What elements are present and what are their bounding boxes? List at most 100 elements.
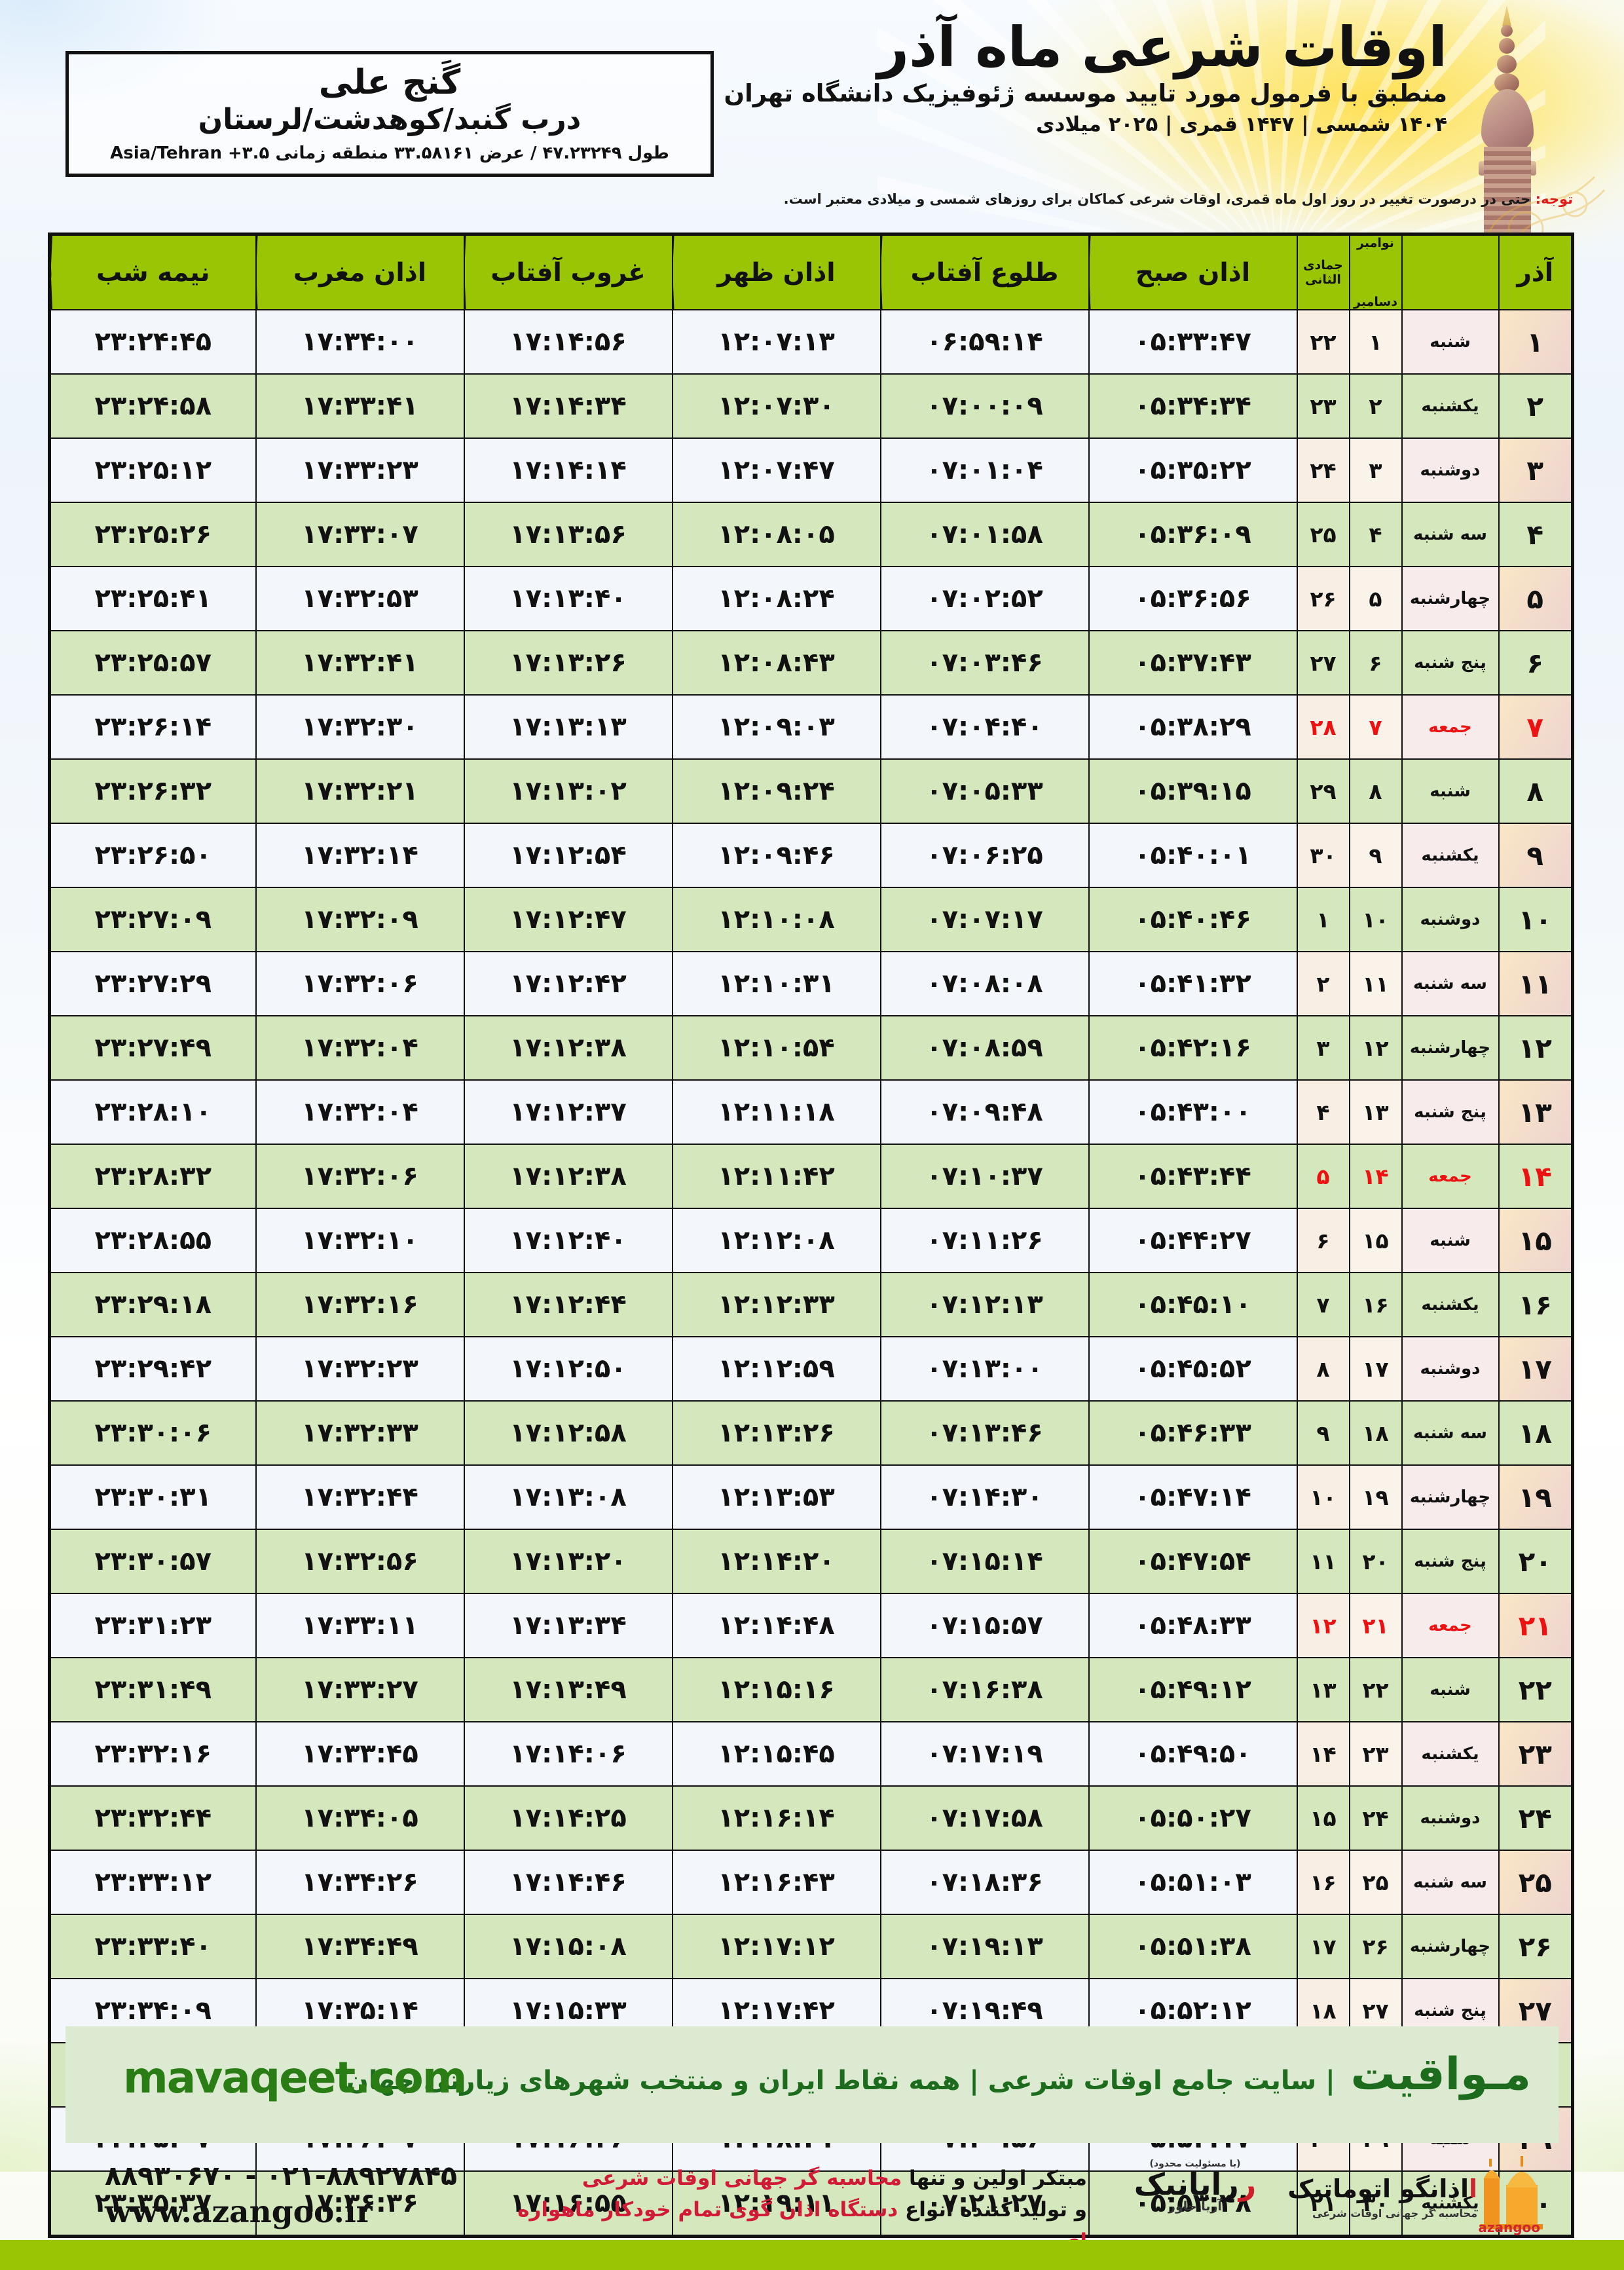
cell-fajr: ۰۵:۴۱:۳۲ bbox=[1088, 951, 1298, 1016]
cell-hijri-day: ۱۲ bbox=[1296, 1593, 1350, 1658]
cell-weekday: سه شنبه bbox=[1401, 1850, 1500, 1915]
cell-hijri-day: ۱۷ bbox=[1296, 1914, 1350, 1979]
table-head: آذر نوامبر دسامبر جمادی الثانی اذان صبح … bbox=[48, 233, 1574, 310]
cell-fajr: ۰۵:۴۴:۲۷ bbox=[1088, 1208, 1298, 1273]
cell-dhuhr: ۱۲:۱۱:۴۲ bbox=[671, 1144, 881, 1209]
table-row: ۱۸ سه شنبه ۱۸ ۹ ۰۵:۴۶:۳۳ ۰۷:۱۳:۴۶ ۱۲:۱۳:۲۶ ۱۷:۱… bbox=[48, 1400, 1574, 1466]
cell-weekday: شنبه bbox=[1401, 758, 1500, 824]
cell-midnight: ۲۳:۲۶:۵۰ bbox=[48, 823, 257, 888]
location-name: گَنج علی bbox=[318, 62, 461, 102]
cell-dhuhr: ۱۲:۱۵:۴۵ bbox=[671, 1721, 881, 1787]
cell-sunrise: ۰۷:۰۱:۰۴ bbox=[879, 437, 1090, 503]
cell-midnight: ۲۳:۲۴:۴۵ bbox=[48, 309, 257, 375]
cell-maghrib: ۱۷:۳۳:۱۱ bbox=[255, 1593, 465, 1658]
cell-weekday: یکشنبه bbox=[1401, 823, 1500, 888]
cell-midnight: ۲۳:۳۵:۳۷ bbox=[48, 2170, 257, 2237]
cell-day: ۱۴ bbox=[1498, 1144, 1574, 1209]
col-header-dhuhr: اذان ظهر bbox=[671, 233, 881, 310]
cell-gregorian-day: ۲ bbox=[1348, 373, 1403, 439]
azangoo-logo-word-text: اذانگو اتوماتیک bbox=[1287, 2174, 1469, 2203]
cell-gregorian-day: ۲۰ bbox=[1348, 1529, 1403, 1594]
cell-day: ۱۰ bbox=[1498, 887, 1574, 952]
rayanik-logo-note: (با مسئولیت محدود) bbox=[1149, 2159, 1241, 2169]
cell-fajr: ۰۵:۳۸:۲۹ bbox=[1088, 694, 1298, 760]
cell-hijri-day: ۲۴ bbox=[1296, 437, 1350, 503]
cell-sunrise: ۰۷:۱۳:۰۰ bbox=[879, 1336, 1090, 1402]
cell-fajr: ۰۵:۴۳:۴۴ bbox=[1088, 1144, 1298, 1209]
footer-promo-line2-black: و تولید کننده انواع bbox=[905, 2198, 1087, 2222]
rayanik-logo: (با مسئولیت محدود) ررایانیک آریا خاور bbox=[1113, 2159, 1277, 2236]
table-row: ۱۰ دوشنبه ۱۰ ۱ ۰۵:۴۰:۴۶ ۰۷:۰۷:۱۷ ۱۲:۱۰:۰۸ ۱۷:۱۲… bbox=[48, 887, 1574, 952]
cell-fajr: ۰۵:۳۵:۲۲ bbox=[1088, 437, 1298, 503]
cell-fajr: ۰۵:۳۹:۱۵ bbox=[1088, 758, 1298, 824]
cell-maghrib: ۱۷:۳۲:۰۴ bbox=[255, 1079, 465, 1145]
cell-gregorian-day: ۳۰ bbox=[1348, 2170, 1403, 2237]
page-header: گَنج علی درب گنبد/کوهدشت/لرستان طول ۴۷.۲… bbox=[0, 0, 1624, 223]
table-row: ۱۹ چهارشنبه ۱۹ ۱۰ ۰۵:۴۷:۱۴ ۰۷:۱۴:۳۰ ۱۲:۱۳:۵۳ ۱۷… bbox=[48, 1464, 1574, 1530]
cell-sunrise: ۰۷:۰۰:۰۹ bbox=[879, 373, 1090, 439]
prayer-times-table: آذر نوامبر دسامبر جمادی الثانی اذان صبح … bbox=[48, 233, 1574, 2238]
cell-maghrib: ۱۷:۳۳:۰۷ bbox=[255, 502, 465, 567]
footer-brand-band: مـواقیت | سایت جامع اوقات شرعی | همه نقا… bbox=[65, 2026, 1559, 2143]
cell-maghrib: ۱۷:۳۲:۰۴ bbox=[255, 1015, 465, 1081]
cell-gregorian-day: ۱۲ bbox=[1348, 1015, 1403, 1081]
cell-hijri-day: ۲۳ bbox=[1296, 373, 1350, 439]
cell-fajr: ۰۵:۴۰:۰۱ bbox=[1088, 823, 1298, 888]
cell-sunrise: ۰۷:۱۸:۳۶ bbox=[879, 1850, 1090, 1915]
cell-hijri-day: ۲۱ bbox=[1296, 2170, 1350, 2237]
cell-gregorian-day: ۲۱ bbox=[1348, 1593, 1403, 1658]
cell-fajr: ۰۵:۴۹:۵۰ bbox=[1088, 1721, 1298, 1787]
cell-weekday: دوشنبه bbox=[1401, 1336, 1500, 1402]
note-label: توجه: bbox=[1535, 191, 1573, 207]
cell-dhuhr: ۱۲:۱۳:۲۶ bbox=[671, 1400, 881, 1466]
cell-hijri-day: ۲ bbox=[1296, 951, 1350, 1016]
cell-fajr: ۰۵:۴۵:۵۲ bbox=[1088, 1336, 1298, 1402]
footer-website[interactable]: www.azangoo.ir bbox=[105, 2194, 373, 2230]
cell-sunset: ۱۷:۱۲:۴۴ bbox=[463, 1272, 673, 1337]
cell-maghrib: ۱۷:۳۲:۳۳ bbox=[255, 1400, 465, 1466]
cell-fajr: ۰۵:۳۶:۵۶ bbox=[1088, 566, 1298, 631]
cell-sunset: ۱۷:۱۲:۳۷ bbox=[463, 1079, 673, 1145]
cell-maghrib: ۱۷:۳۴:۴۹ bbox=[255, 1914, 465, 1979]
cell-day: ۲۴ bbox=[1498, 1785, 1574, 1851]
cell-dhuhr: ۱۲:۱۴:۴۸ bbox=[671, 1593, 881, 1658]
table-row: ۲۱ جمعه ۲۱ ۱۲ ۰۵:۴۸:۳۳ ۰۷:۱۵:۵۷ ۱۲:۱۴:۴۸ ۱۷:۱۳:… bbox=[48, 1593, 1574, 1658]
table-row: ۶ پنج شنبه ۶ ۲۷ ۰۵:۳۷:۴۳ ۰۷:۰۳:۴۶ ۱۲:۰۸:۴۳ ۱۷:۱… bbox=[48, 630, 1574, 696]
cell-dhuhr: ۱۲:۰۷:۱۳ bbox=[671, 309, 881, 375]
cell-hijri-day: ۸ bbox=[1296, 1336, 1350, 1402]
cell-day: ۸ bbox=[1498, 758, 1574, 824]
cell-weekday: پنج شنبه bbox=[1401, 1529, 1500, 1594]
cell-maghrib: ۱۷:۳۲:۴۴ bbox=[255, 1464, 465, 1530]
cell-sunset: ۱۷:۱۵:۰۸ bbox=[463, 1914, 673, 1979]
cell-gregorian-day: ۸ bbox=[1348, 758, 1403, 824]
cell-sunrise: ۰۷:۰۴:۴۰ bbox=[879, 694, 1090, 760]
cell-day: ۱۶ bbox=[1498, 1272, 1574, 1337]
table-row: ۲۵ سه شنبه ۲۵ ۱۶ ۰۵:۵۱:۰۳ ۰۷:۱۸:۳۶ ۱۲:۱۶:۴۳ ۱۷:… bbox=[48, 1850, 1574, 1915]
azangoo-logo-sub: محاسبه گر جهانی اوقات شرعی bbox=[1312, 2207, 1477, 2220]
cell-dhuhr: ۱۲:۱۰:۳۱ bbox=[671, 951, 881, 1016]
cell-dhuhr: ۱۲:۱۰:۰۸ bbox=[671, 887, 881, 952]
table-row: ۲ یکشنبه ۲ ۲۳ ۰۵:۳۴:۳۴ ۰۷:۰۰:۰۹ ۱۲:۰۷:۳۰ ۱۷:۱۴:… bbox=[48, 373, 1574, 439]
footer-site-url[interactable]: mavaqeet.com bbox=[123, 2053, 467, 2103]
cell-day: ۲۶ bbox=[1498, 1914, 1574, 1979]
col-header-weekday bbox=[1401, 233, 1500, 310]
cell-fajr: ۰۵:۴۳:۰۰ bbox=[1088, 1079, 1298, 1145]
cell-midnight: ۲۳:۳۰:۵۷ bbox=[48, 1529, 257, 1594]
cell-midnight: ۲۳:۳۲:۱۶ bbox=[48, 1721, 257, 1787]
cell-sunrise: ۰۷:۰۸:۵۹ bbox=[879, 1015, 1090, 1081]
col-header-midnight: نیمه شب bbox=[48, 233, 257, 310]
cell-weekday: سه شنبه bbox=[1401, 1400, 1500, 1466]
cell-fajr: ۰۵:۵۰:۲۷ bbox=[1088, 1785, 1298, 1851]
col-header-sunset: غروب آفتاب bbox=[463, 233, 673, 310]
cell-gregorian-day: ۲۲ bbox=[1348, 1657, 1403, 1722]
cell-sunrise: ۰۷:۱۳:۴۶ bbox=[879, 1400, 1090, 1466]
table-row: ۸ شنبه ۸ ۲۹ ۰۵:۳۹:۱۵ ۰۷:۰۵:۳۳ ۱۲:۰۹:۲۴ ۱۷:۱۳:۰۲… bbox=[48, 758, 1574, 824]
cell-sunrise: ۰۷:۰۲:۵۲ bbox=[879, 566, 1090, 631]
cell-fajr: ۰۵:۴۰:۴۶ bbox=[1088, 887, 1298, 952]
cell-sunset: ۱۷:۱۲:۳۸ bbox=[463, 1144, 673, 1209]
table-row: ۱۷ دوشنبه ۱۷ ۸ ۰۵:۴۵:۵۲ ۰۷:۱۳:۰۰ ۱۲:۱۲:۵۹ ۱۷:۱۲… bbox=[48, 1336, 1574, 1402]
cell-day: ۲۰ bbox=[1498, 1529, 1574, 1594]
footer-phone: ۰۲۱-۸۸۹۲۷۸۴۵ - ۸۸۹۳۰۶۷۰ bbox=[105, 2160, 458, 2191]
cell-dhuhr: ۱۲:۰۸:۲۴ bbox=[671, 566, 881, 631]
cell-sunrise: ۰۷:۰۵:۳۳ bbox=[879, 758, 1090, 824]
